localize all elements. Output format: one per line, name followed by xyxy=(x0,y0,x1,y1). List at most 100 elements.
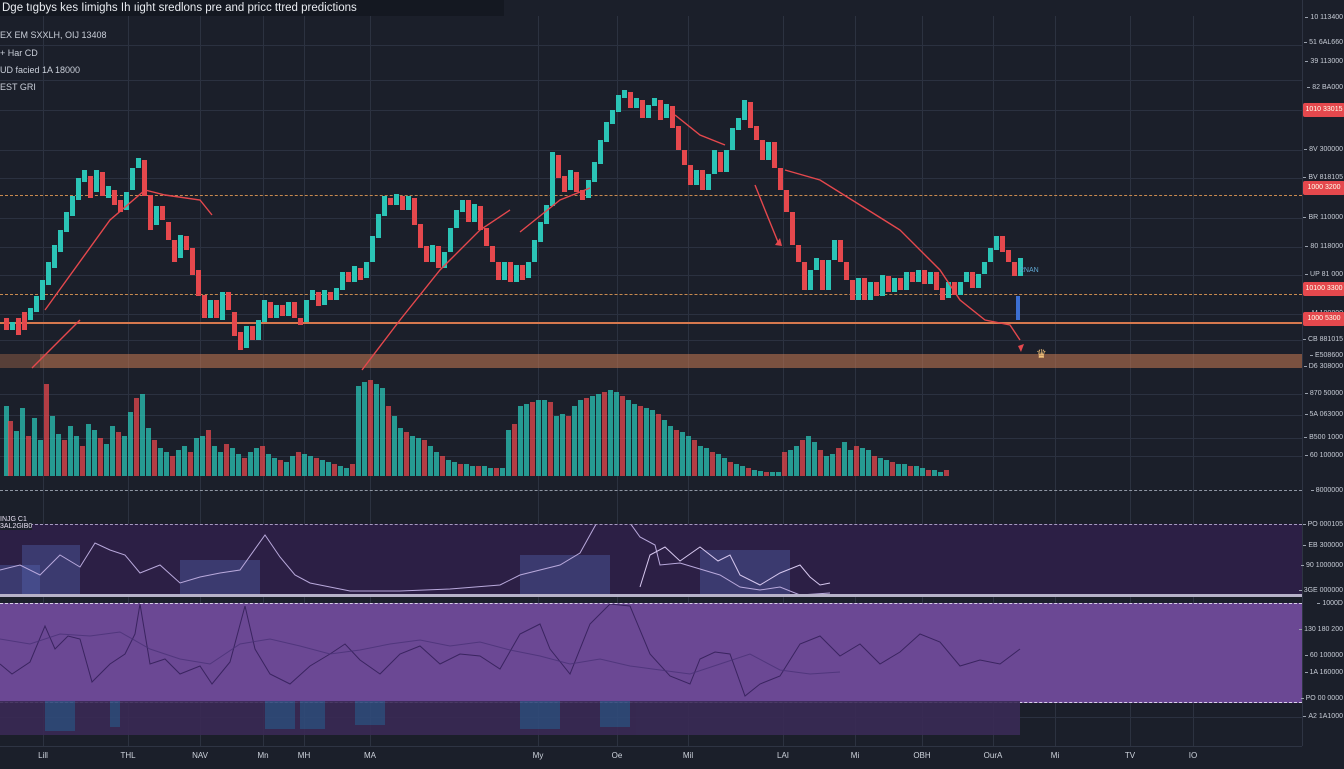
candle xyxy=(466,200,471,222)
support-line-1[interactable] xyxy=(0,294,1302,295)
grid-line-vertical xyxy=(993,16,994,746)
volume-bar xyxy=(308,456,313,476)
candle xyxy=(580,190,585,200)
candle xyxy=(34,296,39,312)
candle xyxy=(574,172,579,192)
candle xyxy=(568,170,573,190)
candle xyxy=(220,292,225,320)
candle xyxy=(124,192,129,210)
volume-bar xyxy=(860,448,865,476)
volume-bar xyxy=(722,458,727,476)
candle xyxy=(334,288,339,300)
candle xyxy=(754,126,759,140)
price-badge[interactable]: 1010 33015 xyxy=(1303,103,1344,117)
price-axis-label: 3GE 000000 xyxy=(1299,587,1343,594)
volume-bar xyxy=(38,440,43,476)
volume-pane[interactable] xyxy=(0,378,1302,476)
support-line-2[interactable] xyxy=(0,322,1302,324)
volume-bar xyxy=(290,456,295,476)
price-axis-label: 90 1000000 xyxy=(1301,562,1343,569)
volume-bar xyxy=(836,448,841,476)
candle xyxy=(154,206,159,225)
candle xyxy=(616,95,621,112)
candle xyxy=(106,186,111,198)
volume-bar xyxy=(80,446,85,476)
oscillator-pane-1[interactable] xyxy=(0,524,1302,595)
volume-bar xyxy=(908,466,913,476)
volume-bar xyxy=(74,436,79,476)
time-axis-label: TV xyxy=(1124,751,1136,760)
grid-line-vertical xyxy=(1130,16,1131,746)
price-axis-label: 10 113400 xyxy=(1305,14,1343,21)
legend-line-3: UD facied 1A 18000 xyxy=(0,65,81,75)
volume-bar xyxy=(146,428,151,476)
demand-zone-left xyxy=(0,354,40,368)
candle xyxy=(904,272,909,290)
candle xyxy=(688,165,693,185)
resistance-line[interactable] xyxy=(0,195,1302,196)
candle xyxy=(952,282,957,295)
candlestick-series[interactable] xyxy=(0,0,1302,380)
volume-bar xyxy=(128,412,133,476)
volume-bar xyxy=(830,454,835,476)
grid-line-vertical xyxy=(200,16,201,746)
trendline-up-3 xyxy=(361,209,511,371)
volume-bar xyxy=(542,400,547,476)
volume-bar xyxy=(194,438,199,476)
candle xyxy=(970,272,975,288)
grid-line-vertical xyxy=(617,16,618,746)
volume-bar xyxy=(338,466,343,476)
candle xyxy=(874,282,879,296)
volume-bar xyxy=(884,460,889,476)
candle xyxy=(514,265,519,282)
volume-bar xyxy=(380,388,385,476)
candle xyxy=(412,198,417,225)
legend-line-2: + Har CD xyxy=(0,48,38,58)
crown-icon[interactable]: ♛ xyxy=(1036,347,1047,361)
candle xyxy=(172,240,177,262)
volume-bar xyxy=(158,448,163,476)
price-axis[interactable]: 10 113400 51 6AL660 39 113000 82 BA000 8V 30… xyxy=(1302,0,1344,746)
grid-line-vertical xyxy=(43,16,44,746)
candle xyxy=(316,292,321,306)
candle xyxy=(976,274,981,288)
candle xyxy=(850,280,855,300)
volume-bar xyxy=(770,472,775,476)
volume-bar xyxy=(752,470,757,476)
candle xyxy=(82,170,87,182)
candle xyxy=(802,262,807,290)
price-badge[interactable]: 10100 3300 xyxy=(1303,282,1344,296)
volume-bar xyxy=(296,452,301,476)
grid-line-vertical xyxy=(1193,16,1194,746)
oscillator-pane-2[interactable] xyxy=(0,603,1302,703)
volume-bar xyxy=(566,416,571,476)
candle xyxy=(376,214,381,238)
candle xyxy=(16,318,21,335)
volume-bar xyxy=(548,402,553,476)
time-axis-label: OurA xyxy=(983,751,1003,760)
price-badge[interactable]: 1000 3200 xyxy=(1303,181,1344,195)
pane-separator[interactable] xyxy=(0,490,1302,491)
candle xyxy=(844,262,849,280)
volume-bar xyxy=(50,416,55,476)
volume-bar xyxy=(782,452,787,476)
grid-line-vertical xyxy=(128,16,129,746)
demand-zone[interactable] xyxy=(40,354,1302,368)
price-axis-label: CB 881015 xyxy=(1303,336,1343,343)
price-badge[interactable]: 1000 5300 xyxy=(1303,312,1344,326)
oscillator-2-line xyxy=(0,604,1021,697)
volume-bar xyxy=(584,398,589,476)
volume-bar xyxy=(266,454,271,476)
legend-line-4: EST GRI xyxy=(0,82,36,92)
volume-bar xyxy=(554,416,559,476)
volume-bar xyxy=(848,450,853,476)
volume-bar xyxy=(632,404,637,476)
pane-separator-2[interactable] xyxy=(0,594,1302,597)
candle xyxy=(232,312,237,336)
candle xyxy=(418,224,423,248)
price-axis-label: EB 300000 xyxy=(1303,542,1343,549)
volume-bar xyxy=(716,454,721,476)
candle xyxy=(964,272,969,282)
time-axis[interactable]: Lill THL NAV Mn MH MA My Oe Mil LAI Mi OBH OurA Mi TV I… xyxy=(0,746,1302,769)
volume-bar xyxy=(122,436,127,476)
